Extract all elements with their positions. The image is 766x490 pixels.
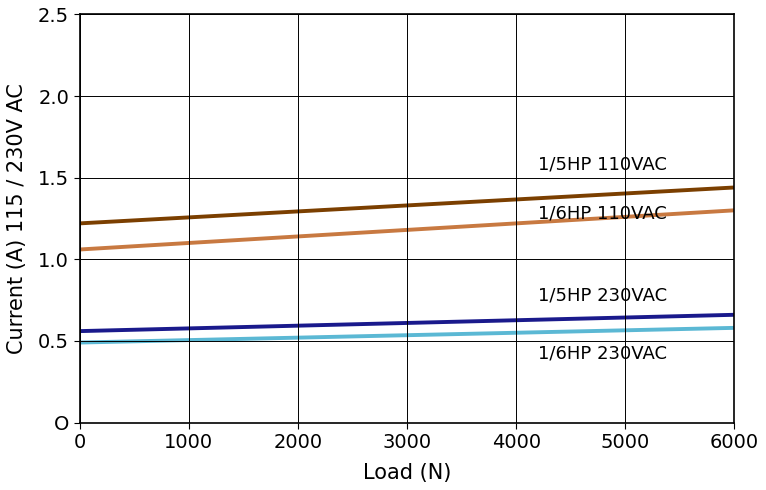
- Text: 1/6HP 110VAC: 1/6HP 110VAC: [538, 205, 666, 222]
- Text: 1/5HP 110VAC: 1/5HP 110VAC: [538, 156, 667, 173]
- Text: 1/6HP 230VAC: 1/6HP 230VAC: [538, 345, 667, 363]
- X-axis label: Load (N): Load (N): [363, 463, 451, 483]
- Y-axis label: Current (A) 115 / 230V AC: Current (A) 115 / 230V AC: [7, 83, 27, 354]
- Text: 1/5HP 230VAC: 1/5HP 230VAC: [538, 286, 667, 304]
